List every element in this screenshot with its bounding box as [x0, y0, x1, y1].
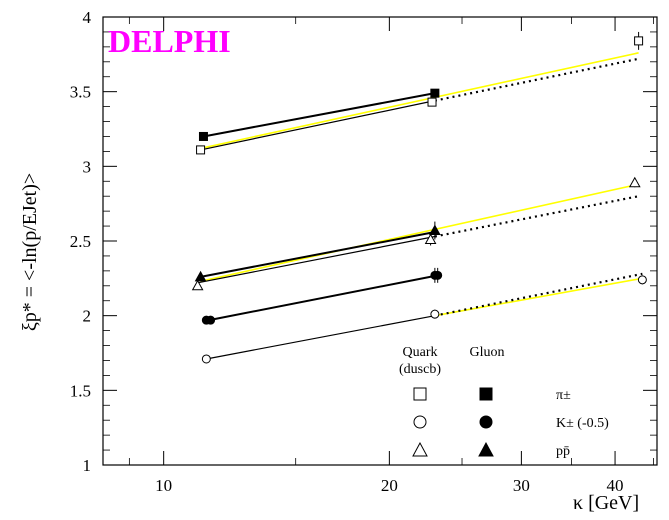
x-axis-title: κ [GeV]	[573, 492, 639, 514]
fit-line-quark-fit-yellow	[200, 183, 639, 283]
y-tick-label: 3	[83, 157, 92, 176]
legend-label: K± (-0.5)	[556, 416, 609, 431]
y-tick-label: 2	[83, 307, 92, 326]
point-p-gluon	[194, 270, 207, 282]
fit-lines	[197, 52, 643, 360]
legend-label: pp̄	[556, 444, 570, 459]
point-p-gluon	[429, 224, 441, 236]
fit-line-quark-fit	[200, 100, 435, 151]
y-tick-label: 2.5	[70, 232, 91, 251]
point-pi-quark	[427, 97, 437, 107]
fit-line-gluon-fit	[203, 92, 436, 138]
point-K-quark	[430, 309, 440, 319]
x-tick-label: 30	[513, 476, 530, 495]
fit-line-gluon-fit	[208, 274, 438, 322]
chart-title: DELPHI	[108, 23, 231, 59]
y-tick-label: 3.5	[70, 83, 91, 102]
y-tick-label: 4	[83, 8, 92, 27]
legend-label: π±	[556, 388, 571, 403]
fit-line-quark-extrap	[434, 272, 643, 317]
y-axis-title-text: ξp* = <-ln(p/EJet)>	[19, 173, 41, 331]
point-K-gluon	[433, 270, 443, 280]
point-K-gluon	[206, 315, 216, 325]
legend-symbol-gluon	[478, 441, 494, 457]
fit-line-quark-fit-yellow	[200, 52, 639, 150]
legend-symbol-quark	[412, 441, 428, 457]
fit-line-gluon-fit	[200, 231, 436, 278]
point-pi-quark	[634, 36, 644, 46]
point-K-quark	[637, 275, 647, 285]
point-pi-gluon	[430, 88, 440, 98]
legend-header-quark-sub: (duscb)	[399, 362, 441, 377]
legend-header-gluon: Gluon	[470, 345, 505, 360]
axes: 1 1.5 2 2.5 3 3.5 4 10 20 30 40	[70, 8, 657, 495]
legend: Quark (duscb) Gluon π± K± (-0.5) pp̄	[399, 345, 609, 459]
fit-line-quark-fit	[206, 315, 435, 360]
point-pi-gluon	[198, 131, 208, 141]
x-tick-label: 10	[155, 476, 172, 495]
fit-line-quark-fit	[197, 235, 435, 284]
x-tick-label: 40	[607, 476, 624, 495]
point-p-quark	[628, 176, 641, 188]
point-p-quark	[191, 279, 204, 291]
point-p-quark	[424, 233, 437, 245]
point-K-quark	[201, 354, 211, 364]
legend-symbol-quark	[413, 387, 427, 401]
fit-line-quark-extrap	[434, 195, 639, 238]
legend-symbol-quark	[413, 415, 427, 429]
point-pi-quark	[196, 145, 206, 155]
y-tick-label: 1.5	[70, 381, 91, 400]
data-markers	[191, 31, 647, 364]
legend-symbol-gluon	[479, 415, 493, 429]
y-tick-label: 1	[83, 456, 92, 475]
fit-line-quark-extrap	[434, 57, 639, 102]
x-tick-label: 20	[381, 476, 398, 495]
fit-line-quark-fit-yellow	[434, 277, 643, 317]
legend-header-quark: Quark	[403, 345, 438, 360]
y-axis-title: ξp* = <-ln(p/EJet)>	[19, 173, 41, 331]
legend-symbol-gluon	[479, 387, 493, 401]
